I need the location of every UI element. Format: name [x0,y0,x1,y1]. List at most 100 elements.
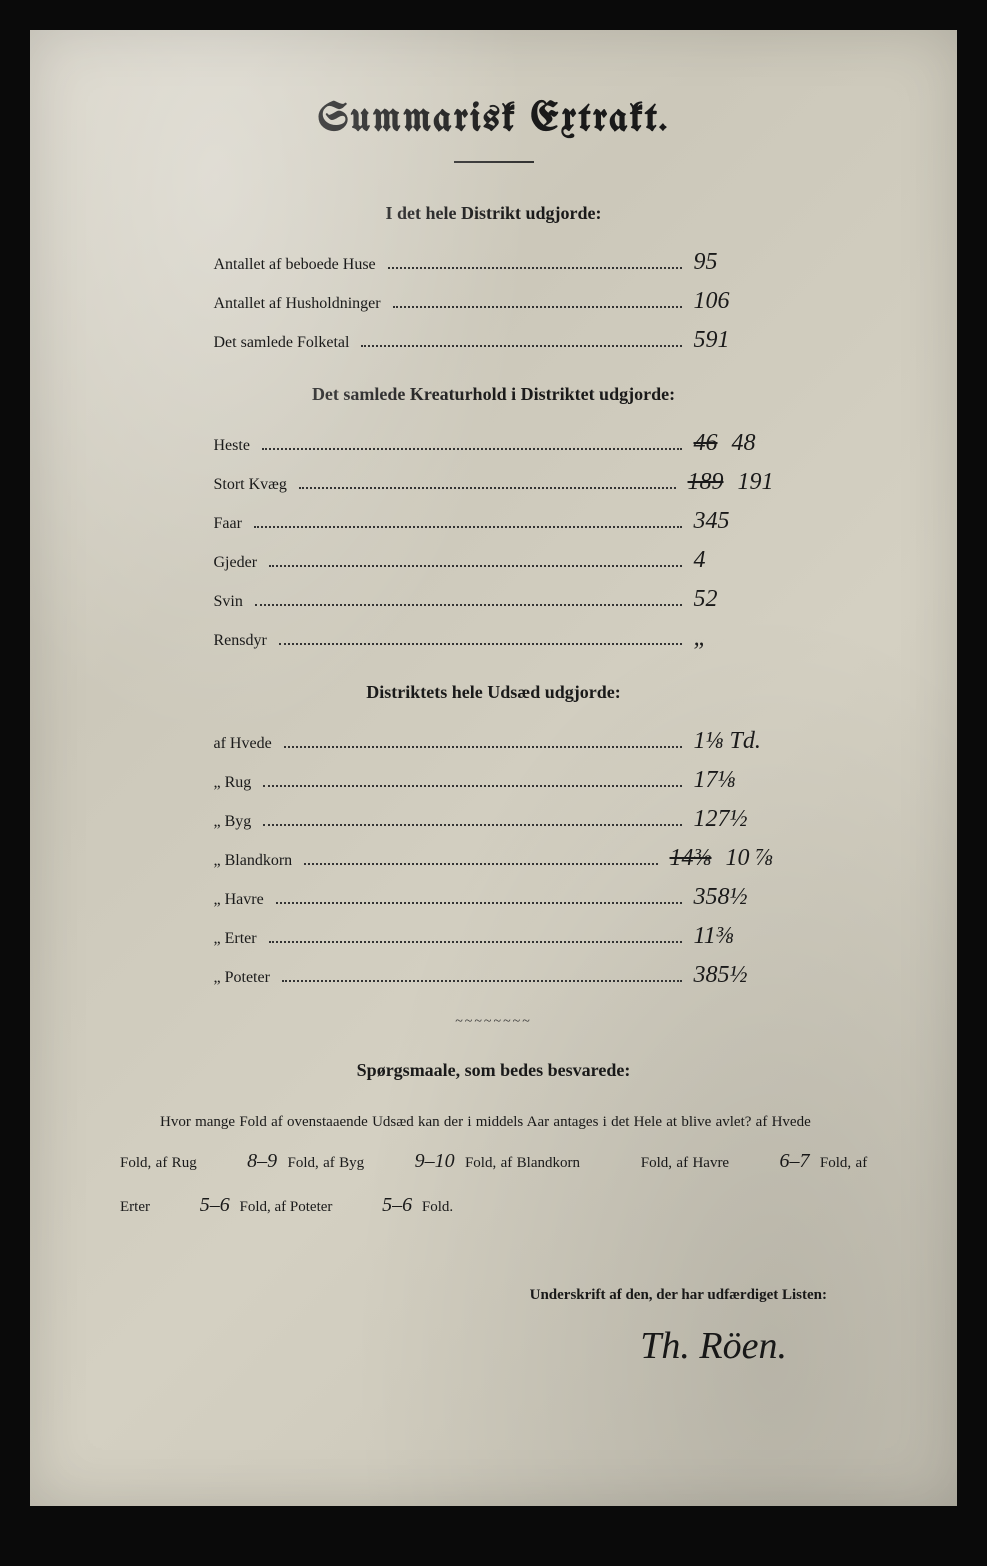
dot-leader [393,305,682,308]
dot-leader [284,745,682,748]
row-houses: Antallet af beboede Huse 95 [214,249,774,276]
q-blandkorn-label: af Blandkorn [501,1155,580,1171]
q-fold-3: Fold, [465,1155,496,1171]
row-peas: „ Erter 11⅜ [214,923,774,950]
q-fold-6: Fold, [239,1199,270,1215]
dot-leader [263,784,681,787]
value-wheat: 1⅛ Td. [694,728,774,755]
label-reindeer: Rensdyr [214,632,267,650]
dot-leader [299,486,676,489]
value-mixedgrain-corrected: 10 ⅞ [726,845,774,871]
label-cattle: Stort Kvæg [214,476,287,494]
q-poteter-label: af Poteter [275,1199,333,1215]
label-households: Antallet af Husholdninger [214,295,381,313]
section3-heading: Distriktets hele Udsæd udgjorde: [100,682,887,703]
label-mixedgrain: „ Blandkorn [214,852,293,870]
value-cattle: 189 191 [688,469,774,496]
row-swine: Svin 52 [214,586,774,613]
questions-heading: Spørgsmaale, som bedes besvarede: [100,1060,887,1081]
q-fold-7: Fold. [422,1199,453,1215]
value-horses: 46 48 [694,430,774,457]
q-hvede-label: af Hvede [756,1114,811,1130]
value-houses: 95 [694,249,774,276]
row-potatoes: „ Poteter 385½ [214,962,774,989]
label-sheep: Faar [214,515,242,533]
q-fold-4: Fold, [641,1155,672,1171]
dot-leader [263,823,681,826]
value-population: 591 [694,327,774,354]
section2-body: Heste 46 48 Stort Kvæg 189 191 Faar 345 … [214,430,774,652]
value-households: 106 [694,288,774,315]
value-cattle-corrected: 191 [738,469,774,495]
value-sheep: 345 [694,508,774,535]
title-rule [454,161,534,163]
section1-body: Antallet af beboede Huse 95 Antallet af … [214,249,774,354]
value-horses-struck: 46 [694,430,718,456]
value-peas: 11⅜ [694,923,774,950]
label-swine: Svin [214,593,243,611]
questions-paragraph: Hvor mange Fold af ovenstaaende Udsæd ka… [120,1106,867,1227]
page-title: Summarisk Extrakt. [100,100,887,141]
value-cattle-struck: 189 [688,469,724,495]
signature-label: Underskrift af den, der har udfærdiget L… [100,1287,827,1304]
row-barley: „ Byg 127½ [214,806,774,833]
q-byg-value: 9–10 [369,1139,461,1183]
dot-leader [269,564,681,567]
q-havre-label: af Havre [676,1155,729,1171]
row-rye: „ Rug 17⅛ [214,767,774,794]
value-mixedgrain: 14⅜ 10 ⅞ [670,845,774,872]
row-households: Antallet af Husholdninger 106 [214,288,774,315]
row-wheat: af Hvede 1⅛ Td. [214,728,774,755]
value-oats: 358½ [694,884,774,911]
label-barley: „ Byg [214,813,252,831]
q-fold-1: Fold, [120,1155,151,1171]
dot-leader [276,901,682,904]
dot-leader [361,344,681,347]
section1-heading: I det hele Distrikt udgjorde: [100,203,887,224]
ornament-wavy: ~~~~~~~~ [434,1014,554,1030]
section2-heading: Det samlede Kreaturhold i Distriktet udg… [100,384,887,405]
value-mixedgrain-struck: 14⅜ [670,845,712,871]
q-poteter-value: 5–6 [336,1183,418,1227]
dot-leader [262,447,682,450]
q-erter-value: 5–6 [154,1183,236,1227]
label-population: Det samlede Folketal [214,334,350,352]
signature-name: Th. Röen. [100,1324,787,1368]
value-reindeer: „ [694,625,774,652]
value-rye: 17⅛ [694,767,774,794]
dot-leader [282,979,682,982]
document-page: Summarisk Extrakt. I det hele Distrikt u… [30,30,957,1506]
label-peas: „ Erter [214,930,257,948]
value-horses-corrected: 48 [732,430,756,456]
dot-leader [254,525,682,528]
row-reindeer: Rensdyr „ [214,625,774,652]
value-goats: 4 [694,547,774,574]
q-rug-label: af Rug [156,1155,197,1171]
label-potatoes: „ Poteter [214,969,270,987]
q-fold-5: Fold, [820,1155,851,1171]
value-potatoes: 385½ [694,962,774,989]
q-byg-label: af Byg [323,1155,364,1171]
row-sheep: Faar 345 [214,508,774,535]
q-havre-value: 6–7 [733,1139,815,1183]
dot-leader [279,642,682,645]
dot-leader [388,266,682,269]
question-intro: Hvor mange Fold af ovenstaaende Udsæd ka… [160,1114,751,1130]
row-cattle: Stort Kvæg 189 191 [214,469,774,496]
section3-body: af Hvede 1⅛ Td. „ Rug 17⅛ „ Byg 127½ „ B… [214,728,774,989]
label-goats: Gjeder [214,554,258,572]
label-rye: „ Rug [214,774,252,792]
row-population: Det samlede Folketal 591 [214,327,774,354]
row-horses: Heste 46 48 [214,430,774,457]
label-horses: Heste [214,437,250,455]
row-oats: „ Havre 358½ [214,884,774,911]
dot-leader [304,862,657,865]
label-oats: „ Havre [214,891,264,909]
value-swine: 52 [694,586,774,613]
q-fold-2: Fold, [287,1155,318,1171]
q-rug-value: 8–9 [201,1139,283,1183]
value-barley: 127½ [694,806,774,833]
dot-leader [255,603,682,606]
row-goats: Gjeder 4 [214,547,774,574]
dot-leader [269,940,682,943]
